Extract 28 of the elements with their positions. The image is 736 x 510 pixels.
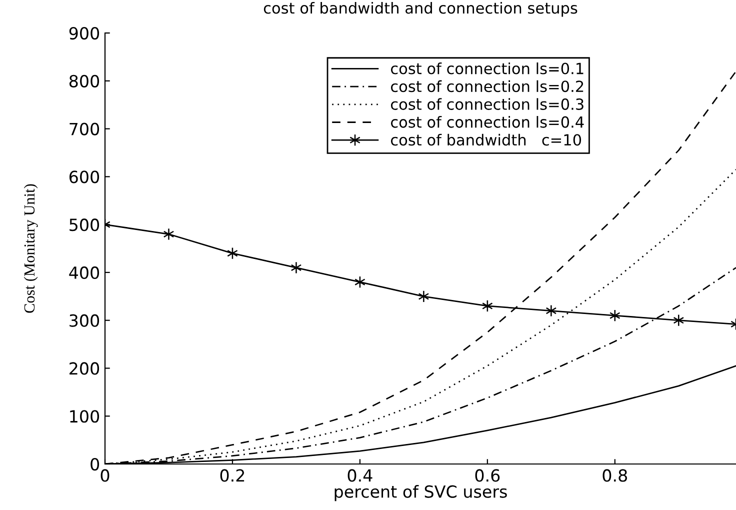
x-tick-label: 0.8 xyxy=(602,469,628,482)
y-tick-label: 300 xyxy=(70,314,100,327)
point xyxy=(290,261,302,274)
y-tick-label: 500 xyxy=(70,218,100,232)
x-tick-label: 0.6 xyxy=(475,469,500,482)
y-tick-label: 600 xyxy=(69,170,100,184)
legend-label: cost of connection ls=0.3 xyxy=(390,98,584,110)
y-axis-title: Cost (Monitary Unit) xyxy=(24,184,38,313)
x-tick-label: 0 xyxy=(100,469,110,482)
legend-label: cost of connection ls=0.2 xyxy=(390,80,584,92)
point xyxy=(673,314,684,327)
chart-title: cost of bandwidth and connection setups xyxy=(264,2,578,17)
point xyxy=(546,304,557,317)
legend-label: cost of connection ls=0.4 xyxy=(390,116,584,128)
point xyxy=(418,290,430,303)
x-tick-label: 0.4 xyxy=(348,469,372,482)
x-axis-title: percent of SVC users xyxy=(334,484,507,502)
point xyxy=(163,228,174,240)
y-tick-label: 400 xyxy=(69,266,100,280)
y-tick-label: 800 xyxy=(69,74,100,88)
legend-label: cost of bandwidth c=10 xyxy=(390,134,582,146)
y-tick-label: 0 xyxy=(90,458,100,471)
y-tick-label: 700 xyxy=(70,122,100,136)
x-tick-label: 0.2 xyxy=(220,469,244,482)
y-tick-label: 200 xyxy=(70,362,100,375)
y-tick-label: 100 xyxy=(70,410,100,423)
y-tick-label: 900 xyxy=(69,26,100,40)
legend-label: cost of connection ls=0.1 xyxy=(390,62,584,74)
